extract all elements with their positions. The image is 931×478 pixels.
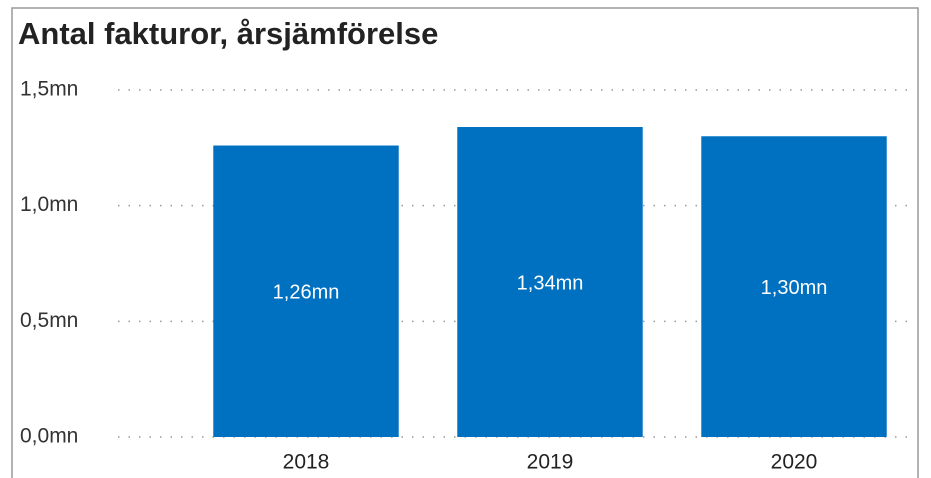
x-tick-label: 2020 xyxy=(771,451,818,474)
y-tick-label: 1,0mn xyxy=(20,193,78,216)
y-tick-label: 1,5mn xyxy=(20,78,78,101)
bar xyxy=(457,127,643,437)
chart-title: Antal fakturor, årsjämförelse xyxy=(18,16,438,51)
x-tick-label: 2019 xyxy=(527,451,574,474)
bar xyxy=(701,136,887,437)
x-tick-label: 2018 xyxy=(283,451,330,474)
data-label: 1,26mn xyxy=(273,282,340,304)
y-tick-label: 0,0mn xyxy=(20,425,78,448)
frame xyxy=(11,7,919,478)
data-label: 1,34mn xyxy=(517,272,584,294)
data-label: 1,30mn xyxy=(761,277,828,299)
bar xyxy=(213,145,399,437)
y-tick-label: 0,5mn xyxy=(20,309,78,332)
